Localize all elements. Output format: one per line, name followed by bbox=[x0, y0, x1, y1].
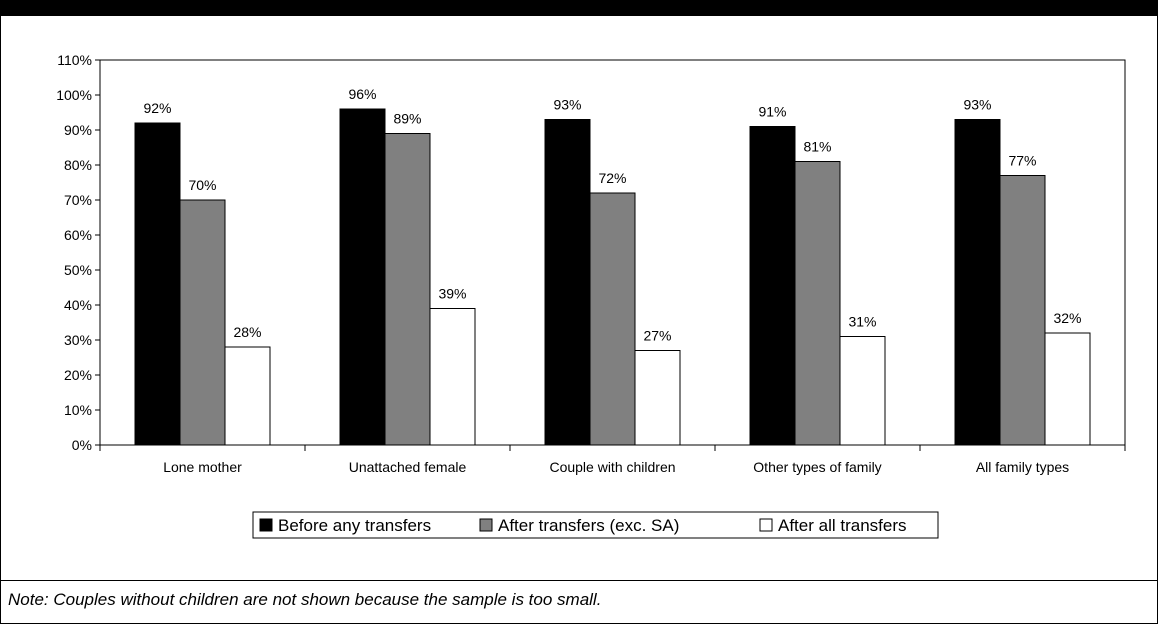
x-tick-label: Couple with children bbox=[549, 459, 675, 475]
chart-title bbox=[0, 0, 1158, 16]
data-label: 39% bbox=[438, 286, 466, 302]
legend-swatch bbox=[759, 518, 773, 532]
legend-label: Before any transfers bbox=[278, 516, 431, 535]
data-label: 93% bbox=[963, 97, 991, 113]
bar bbox=[429, 308, 476, 446]
x-tick-label: Lone mother bbox=[163, 459, 242, 475]
bar bbox=[999, 175, 1046, 446]
bar bbox=[179, 199, 226, 446]
bar bbox=[589, 192, 636, 446]
y-tick-label: 60% bbox=[64, 227, 92, 243]
data-label: 31% bbox=[848, 314, 876, 330]
bar bbox=[794, 161, 841, 446]
bar bbox=[384, 133, 431, 446]
y-tick-label: 40% bbox=[64, 297, 92, 313]
bar bbox=[634, 350, 681, 446]
x-tick-label: Unattached female bbox=[349, 459, 467, 475]
bar bbox=[839, 336, 886, 446]
legend-swatch bbox=[259, 518, 273, 532]
data-label: 91% bbox=[758, 104, 786, 120]
x-tick-label: All family types bbox=[976, 459, 1069, 475]
y-tick-label: 30% bbox=[64, 332, 92, 348]
bar bbox=[339, 108, 386, 446]
y-tick-label: 110% bbox=[57, 52, 92, 68]
data-label: 92% bbox=[143, 100, 171, 116]
bar bbox=[954, 119, 1001, 446]
legend bbox=[252, 511, 939, 539]
chart-note: Note: Couples without children are not s… bbox=[8, 590, 602, 609]
legend-label: After all transfers bbox=[778, 516, 907, 535]
bar bbox=[749, 126, 796, 446]
y-tick-label: 100% bbox=[56, 87, 92, 103]
data-label: 77% bbox=[1008, 153, 1036, 169]
data-label: 96% bbox=[348, 86, 376, 102]
data-label: 32% bbox=[1053, 310, 1081, 326]
data-label: 70% bbox=[188, 177, 216, 193]
y-tick-label: 70% bbox=[64, 192, 92, 208]
data-label: 89% bbox=[393, 111, 421, 127]
y-tick-label: 10% bbox=[64, 402, 92, 418]
legend-label: After transfers (exc. SA) bbox=[498, 516, 679, 535]
data-label: 28% bbox=[233, 324, 261, 340]
bar-chart: 0% 10% 20% 30% 40% 50% 60% 70% 80% 90% 100% 110% 92%… bbox=[56, 52, 1126, 539]
note-divider bbox=[0, 580, 1158, 581]
data-label: 27% bbox=[643, 328, 671, 344]
bar bbox=[544, 119, 591, 446]
data-label: 81% bbox=[803, 139, 831, 155]
x-tick-label: Other types of family bbox=[753, 459, 881, 475]
bar bbox=[1044, 332, 1091, 446]
y-tick-label: 90% bbox=[64, 122, 92, 138]
bar bbox=[224, 346, 271, 446]
y-tick-label: 50% bbox=[64, 262, 92, 278]
bar bbox=[134, 122, 181, 446]
y-tick-label: 20% bbox=[64, 367, 92, 383]
data-label: 93% bbox=[553, 97, 581, 113]
data-label: 72% bbox=[598, 170, 626, 186]
y-tick-label: 80% bbox=[64, 157, 92, 173]
legend-swatch bbox=[479, 518, 493, 532]
y-tick-label: 0% bbox=[72, 437, 92, 453]
